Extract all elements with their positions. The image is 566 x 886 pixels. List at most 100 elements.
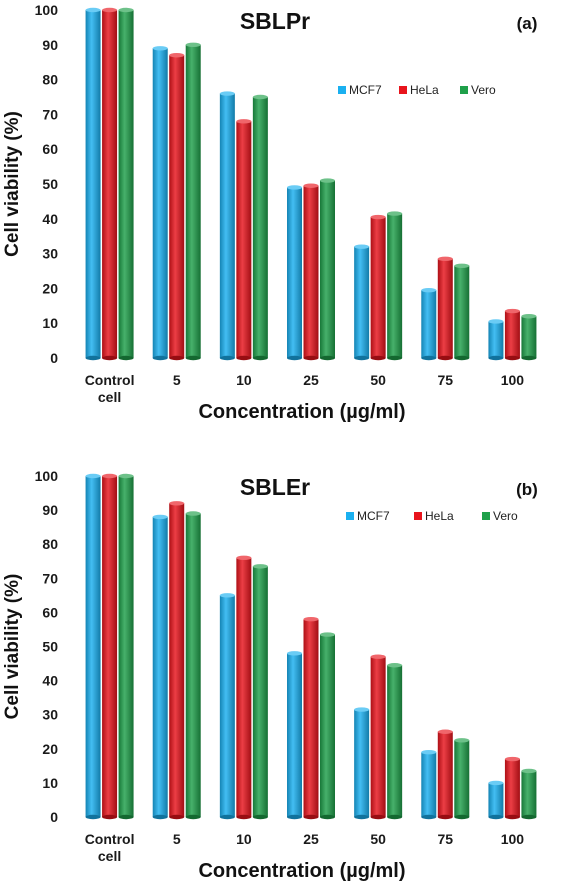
x-tick-label: 25 xyxy=(303,831,319,847)
bar-top-cap xyxy=(185,42,201,47)
bar-bottom-cap xyxy=(370,814,386,820)
bar-top-cap xyxy=(287,185,302,190)
bar-top-cap xyxy=(504,308,520,314)
bar-vero xyxy=(387,213,403,358)
legend-swatch-vero xyxy=(482,512,490,520)
x-tick-label: Control xyxy=(85,372,135,388)
bar-top-cap xyxy=(421,287,437,293)
bar-bottom-cap xyxy=(521,355,537,361)
bar-vero xyxy=(320,180,335,358)
bar-top-cap xyxy=(152,46,168,51)
bar-mcf7 xyxy=(85,10,101,358)
legend-swatch-hela xyxy=(399,86,407,94)
legend-label-mcf7: MCF7 xyxy=(357,509,390,523)
bar-bottom-cap xyxy=(504,814,520,820)
bar-bottom-cap xyxy=(320,814,335,820)
bar-vero xyxy=(521,770,537,817)
bar-hela xyxy=(102,476,118,817)
x-tick-label: 10 xyxy=(236,831,252,847)
bar-mcf7 xyxy=(85,476,101,817)
bar-bottom-cap xyxy=(454,355,470,361)
bar-bottom-cap xyxy=(102,814,118,820)
legend-swatch-mcf7 xyxy=(338,86,346,94)
bar-bottom-cap xyxy=(387,814,403,820)
bar-top-cap xyxy=(169,53,185,58)
bar-top-cap xyxy=(320,178,335,183)
x-tick-label: 25 xyxy=(303,372,319,388)
y-axis-title: Cell viability (%) xyxy=(2,111,23,257)
y-tick-label: 50 xyxy=(42,176,58,192)
y-tick-label: 0 xyxy=(50,350,58,366)
bar-top-cap xyxy=(252,564,268,569)
x-tick-label: cell xyxy=(98,389,121,405)
bar-vero xyxy=(521,316,537,358)
y-tick-label: 40 xyxy=(42,211,58,227)
legend-label-mcf7: MCF7 xyxy=(349,83,382,97)
bar-top-cap xyxy=(102,7,118,13)
chart-title: SBLPr xyxy=(240,8,310,34)
bar-bottom-cap xyxy=(504,355,520,361)
bar-vero xyxy=(118,10,134,358)
bar-bottom-cap xyxy=(354,355,370,361)
bar-mcf7 xyxy=(354,709,370,817)
x-axis-title: Concentration (µg/ml) xyxy=(198,860,405,882)
bar-top-cap xyxy=(488,780,504,786)
bar-bottom-cap xyxy=(152,814,168,820)
bar-mcf7 xyxy=(488,321,504,358)
bar-hela xyxy=(370,217,386,358)
y-tick-label: 70 xyxy=(42,106,58,122)
bar-bottom-cap xyxy=(303,814,319,820)
bar-top-cap xyxy=(387,663,403,668)
x-tick-label: 50 xyxy=(370,831,386,847)
chart-panel-1: 0 10 20 30 40 50 60 70 80 90 100 Cell viability (%)… xyxy=(2,2,537,423)
bar-vero xyxy=(320,634,335,817)
bar-bottom-cap xyxy=(488,355,504,361)
bar-top-cap xyxy=(454,263,470,268)
bar-top-cap xyxy=(354,244,370,249)
bar-bottom-cap xyxy=(320,355,335,361)
bar-mcf7 xyxy=(287,187,302,358)
bar-hela xyxy=(236,121,252,358)
bar-bottom-cap xyxy=(387,355,403,361)
bar-top-cap xyxy=(303,183,319,188)
bar-bottom-cap xyxy=(421,355,437,361)
bar-vero xyxy=(118,476,134,817)
bar-top-cap xyxy=(102,473,118,479)
y-tick-label: 60 xyxy=(42,604,58,620)
bar-vero xyxy=(252,566,268,817)
bar-top-cap xyxy=(85,7,101,13)
y-tick-label: 30 xyxy=(42,707,58,723)
bar-top-cap xyxy=(504,756,520,762)
bar-hela xyxy=(102,10,118,358)
bar-top-cap xyxy=(421,750,437,755)
bar-vero xyxy=(252,97,268,358)
bar-top-cap xyxy=(85,473,101,479)
bar-top-cap xyxy=(118,7,134,13)
legend-label-hela: HeLa xyxy=(425,509,454,523)
x-tick-label: Control xyxy=(85,831,135,847)
legend-label-vero: Vero xyxy=(493,509,518,523)
bar-bottom-cap xyxy=(185,355,201,361)
x-tick-label: 10 xyxy=(236,372,252,388)
bar-bottom-cap xyxy=(437,355,453,361)
bar-top-cap xyxy=(169,501,185,506)
bar-bottom-cap xyxy=(236,814,252,820)
bar-mcf7 xyxy=(219,595,235,817)
bar-hela xyxy=(169,55,185,359)
bar-bottom-cap xyxy=(152,355,168,361)
panel-label: (a) xyxy=(517,14,538,33)
bar-bottom-cap xyxy=(118,814,134,820)
bar-top-cap xyxy=(185,511,201,516)
bar-vero xyxy=(454,740,470,817)
bar-top-cap xyxy=(354,707,370,712)
bar-top-cap xyxy=(437,729,453,734)
bar-bottom-cap xyxy=(185,814,201,820)
bar-vero xyxy=(387,665,403,817)
bar-top-cap xyxy=(152,514,168,520)
y-tick-label: 10 xyxy=(42,315,58,331)
bar-top-cap xyxy=(521,768,537,774)
bar-bottom-cap xyxy=(169,355,185,361)
y-tick-label: 0 xyxy=(50,809,58,825)
chart-title: SBLEr xyxy=(240,474,310,500)
